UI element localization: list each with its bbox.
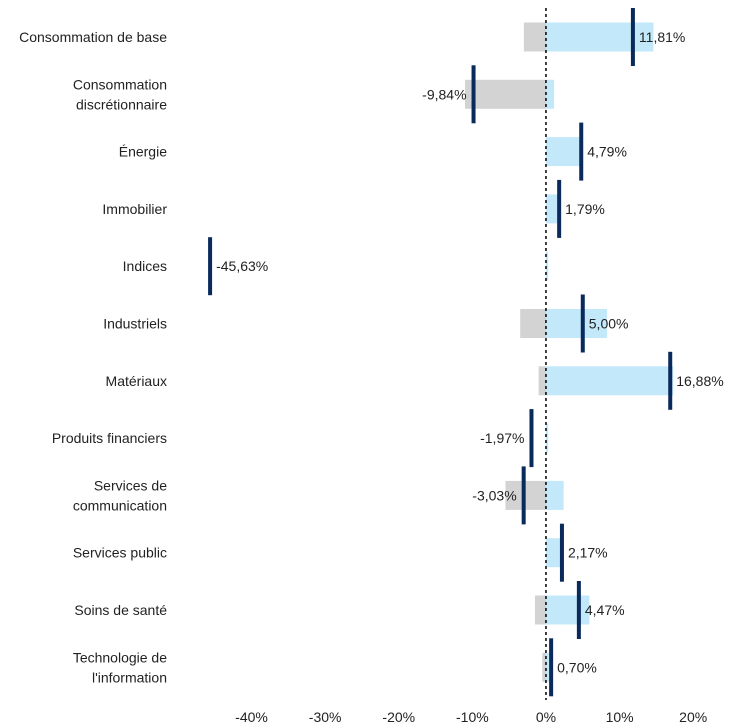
bar-positive (545, 194, 561, 224)
category-label: Immobilier (102, 201, 167, 217)
value-label: -45,63% (216, 258, 268, 274)
value-label: 1,79% (565, 201, 605, 217)
value-label: 16,88% (676, 373, 723, 389)
category-labels-layer: Consommation de base Consommation discréti… (19, 29, 167, 685)
bar-positive (545, 538, 563, 568)
value-labels-layer: 11,81% -9,84% 4,79% 1,79% -45,63% 5,00% 16,88%… (216, 29, 724, 675)
bar-positive (545, 480, 564, 510)
value-label: 4,79% (587, 144, 627, 160)
bars-layer (465, 22, 674, 682)
value-marker (668, 351, 673, 410)
value-label: 0,70% (557, 659, 597, 675)
value-label: 4,47% (585, 602, 625, 618)
category-label: Technologie de l'information (73, 649, 167, 685)
value-marker (576, 581, 581, 639)
value-marker (579, 122, 584, 181)
value-marker (630, 8, 635, 66)
value-label: -1,97% (480, 430, 524, 446)
category-label: Consommation de base (19, 29, 167, 45)
x-tick-label: -20% (382, 709, 415, 725)
bar-positive (545, 595, 590, 625)
value-marker (559, 523, 564, 582)
x-tick-label: 10% (606, 709, 634, 725)
x-tick-label: 20% (679, 709, 707, 725)
category-label: Matériaux (106, 373, 167, 389)
value-marker (521, 466, 526, 525)
bar-negative (534, 595, 546, 625)
x-axis-ticks: -40% -30% -20% -10% 0% 10% 20% (235, 709, 707, 725)
x-tick-label: 0% (536, 709, 556, 725)
x-tick-label: -40% (235, 709, 268, 725)
value-marker (471, 65, 476, 124)
value-marker (208, 237, 213, 296)
bar-negative (542, 652, 546, 682)
category-label: Services public (73, 545, 167, 561)
bar-positive (545, 309, 608, 338)
category-label: Soins de santé (74, 602, 167, 618)
bar-negative (465, 79, 546, 109)
value-label: 5,00% (589, 316, 629, 332)
bar-negative (538, 366, 546, 396)
category-label: Produits financiers (52, 430, 167, 446)
value-label: -9,84% (422, 86, 466, 102)
bar-negative (523, 22, 546, 52)
value-label: 11,81% (639, 29, 685, 45)
category-label: Consommation discrétionnaire (73, 76, 167, 112)
value-label: -3,03% (472, 487, 516, 503)
value-marker (580, 294, 585, 353)
bar-negative (505, 480, 546, 510)
markers-layer (208, 8, 673, 697)
category-label: Indices (123, 258, 167, 274)
bar-positive (545, 423, 549, 453)
category-label: Énergie (119, 144, 167, 160)
value-marker (549, 638, 554, 697)
bar-negative (520, 309, 546, 338)
value-marker (557, 179, 562, 238)
bar-positive (545, 137, 583, 167)
bar-positive (545, 366, 674, 396)
category-label: Services de communication (73, 477, 167, 513)
x-tick-label: -10% (456, 709, 489, 725)
bar-positive (545, 251, 549, 281)
x-tick-label: -30% (309, 709, 342, 725)
value-marker (529, 409, 534, 468)
bar-positive (545, 22, 654, 52)
category-label: Industriels (103, 316, 167, 332)
value-label: 2,17% (568, 545, 608, 561)
bar-positive (545, 79, 555, 109)
bar-positive (545, 652, 549, 682)
